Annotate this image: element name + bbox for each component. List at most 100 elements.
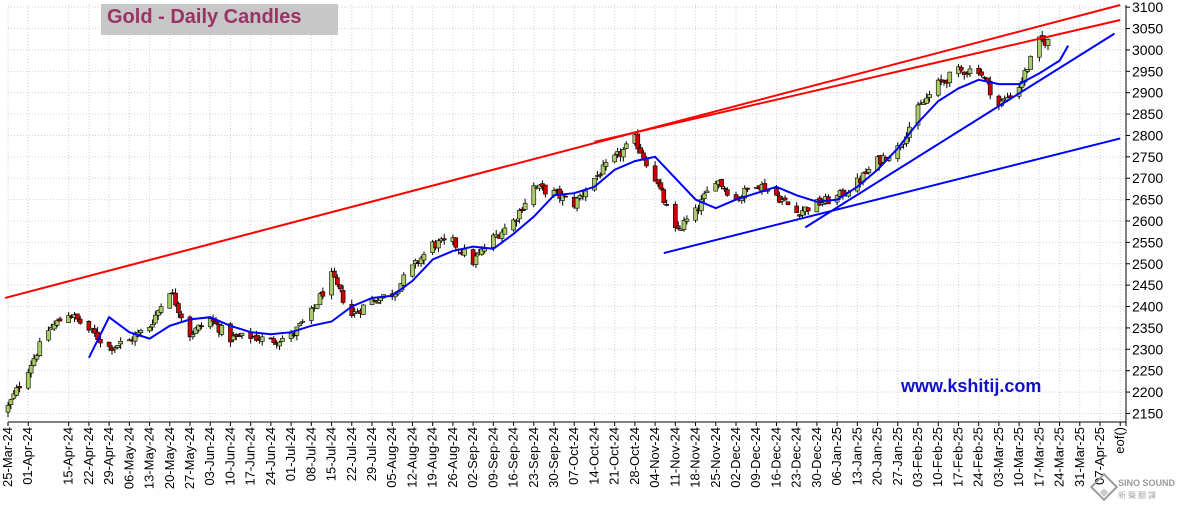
candle-up <box>309 307 314 321</box>
candle-down <box>664 204 669 206</box>
candle-up <box>623 143 629 149</box>
candle-down <box>638 147 643 154</box>
candle-down <box>349 304 355 316</box>
y-tick-label: 2300 <box>1132 341 1163 357</box>
y-tick-label: 2200 <box>1132 384 1163 400</box>
y-tick-label: 2500 <box>1132 256 1163 272</box>
candle-down <box>652 165 658 182</box>
x-tick-label: 18-Nov-24 <box>688 427 703 488</box>
candle-up <box>147 326 152 332</box>
candle-down <box>228 323 233 343</box>
y-tick-label: 3100 <box>1132 0 1163 15</box>
candle-down <box>332 270 337 278</box>
candle-up <box>577 195 583 199</box>
candle-up <box>231 335 236 341</box>
candle-down <box>86 320 92 331</box>
candle-up <box>369 298 375 305</box>
logo-diamond-icon <box>1089 472 1119 502</box>
x-tick-label: 07-Oct-24 <box>566 427 581 485</box>
candle-up <box>196 324 201 331</box>
y-tick-label: 2900 <box>1132 85 1163 101</box>
candle-down <box>719 179 724 187</box>
x-tick-label: 16-Sep-24 <box>506 427 521 488</box>
candle-up <box>1037 36 1042 58</box>
candle-up <box>742 188 747 199</box>
x-tick-label: 03-Mar-25 <box>991 427 1006 487</box>
candle-up <box>800 210 805 216</box>
x-tick-label: 13-May-24 <box>142 427 157 489</box>
candle-up <box>522 203 528 210</box>
candle-down <box>635 133 641 150</box>
candle-down <box>320 291 326 297</box>
candle-up <box>375 302 381 304</box>
candle-down <box>106 341 112 347</box>
candle-down <box>335 277 340 285</box>
candle-down <box>774 188 779 196</box>
x-tick-label: 25-Mar-24 <box>0 427 15 487</box>
candle-up <box>34 355 40 360</box>
candle-down <box>785 201 791 206</box>
x-tick-label: 15-Apr-24 <box>61 427 76 485</box>
x-tick-label: 03-Feb-25 <box>910 427 925 487</box>
candle-down <box>199 325 204 328</box>
x-tick-label: 06-May-24 <box>121 427 136 489</box>
candle-down <box>805 207 811 212</box>
y-tick-label: 2450 <box>1132 277 1163 293</box>
candle-down <box>236 335 242 338</box>
candle-up <box>190 334 196 338</box>
x-tick-label: 09-Sep-24 <box>485 427 500 488</box>
website-watermark: www.kshitij.com <box>901 376 1042 396</box>
x-tick-label: 01-Jul-24 <box>283 427 298 481</box>
candle-down <box>233 334 239 337</box>
x-tick-label: 19-Aug-24 <box>425 427 440 488</box>
candle-down <box>661 189 667 204</box>
x-tick-label: 25-Nov-24 <box>708 427 723 488</box>
x-tick-label: 30-Dec-24 <box>809 427 824 488</box>
candle-up <box>600 164 606 175</box>
x-tick-label: 10-Feb-25 <box>930 427 945 487</box>
candle-down <box>673 203 678 229</box>
y-tick-label: 2850 <box>1132 106 1163 122</box>
candle-up <box>479 248 485 255</box>
candle-up <box>1045 38 1051 46</box>
x-tick-label: 17-Feb-25 <box>950 427 965 487</box>
sino-sound-logo: SINO SOUND 新聲翻譯 <box>1089 472 1186 511</box>
candle-down <box>340 290 346 303</box>
candle-up <box>621 149 626 158</box>
candle-up <box>713 183 719 192</box>
x-tick-label: 24-Feb-25 <box>971 427 986 487</box>
y-tick-label: 3050 <box>1132 21 1163 37</box>
candle-up <box>5 405 11 413</box>
resistance-trend-line <box>4 4 1121 299</box>
candle-down <box>519 208 525 211</box>
x-tick-label: 14-Oct-24 <box>586 427 601 485</box>
x-tick-label: 15-Jul-24 <box>324 427 339 481</box>
candle-down <box>75 313 80 320</box>
candle-up <box>964 73 970 75</box>
candle-up <box>112 346 118 350</box>
candle-down <box>597 174 603 177</box>
candle-up <box>150 324 155 328</box>
candle-down <box>77 318 83 324</box>
candle-down <box>176 303 181 314</box>
candle-up <box>153 314 158 324</box>
resistance-trend-line <box>594 18 1121 143</box>
candle-up <box>779 199 785 202</box>
candle-up <box>158 306 164 313</box>
y-tick-label: 2800 <box>1132 127 1163 143</box>
candles-layer <box>5 30 1051 418</box>
candle-up <box>517 210 522 220</box>
y-tick-label: 2650 <box>1132 192 1163 208</box>
candle-up <box>207 318 213 328</box>
candle-down <box>173 292 178 306</box>
candle-down <box>563 195 568 198</box>
x-tick-label: 05-Aug-24 <box>384 427 399 488</box>
candle-up <box>820 202 825 205</box>
candle-up <box>684 218 690 222</box>
candle-up <box>115 345 121 348</box>
candle-up <box>28 365 34 374</box>
candle-up <box>482 248 487 252</box>
candle-down <box>794 205 799 214</box>
y-tick-label: 2600 <box>1132 213 1163 229</box>
